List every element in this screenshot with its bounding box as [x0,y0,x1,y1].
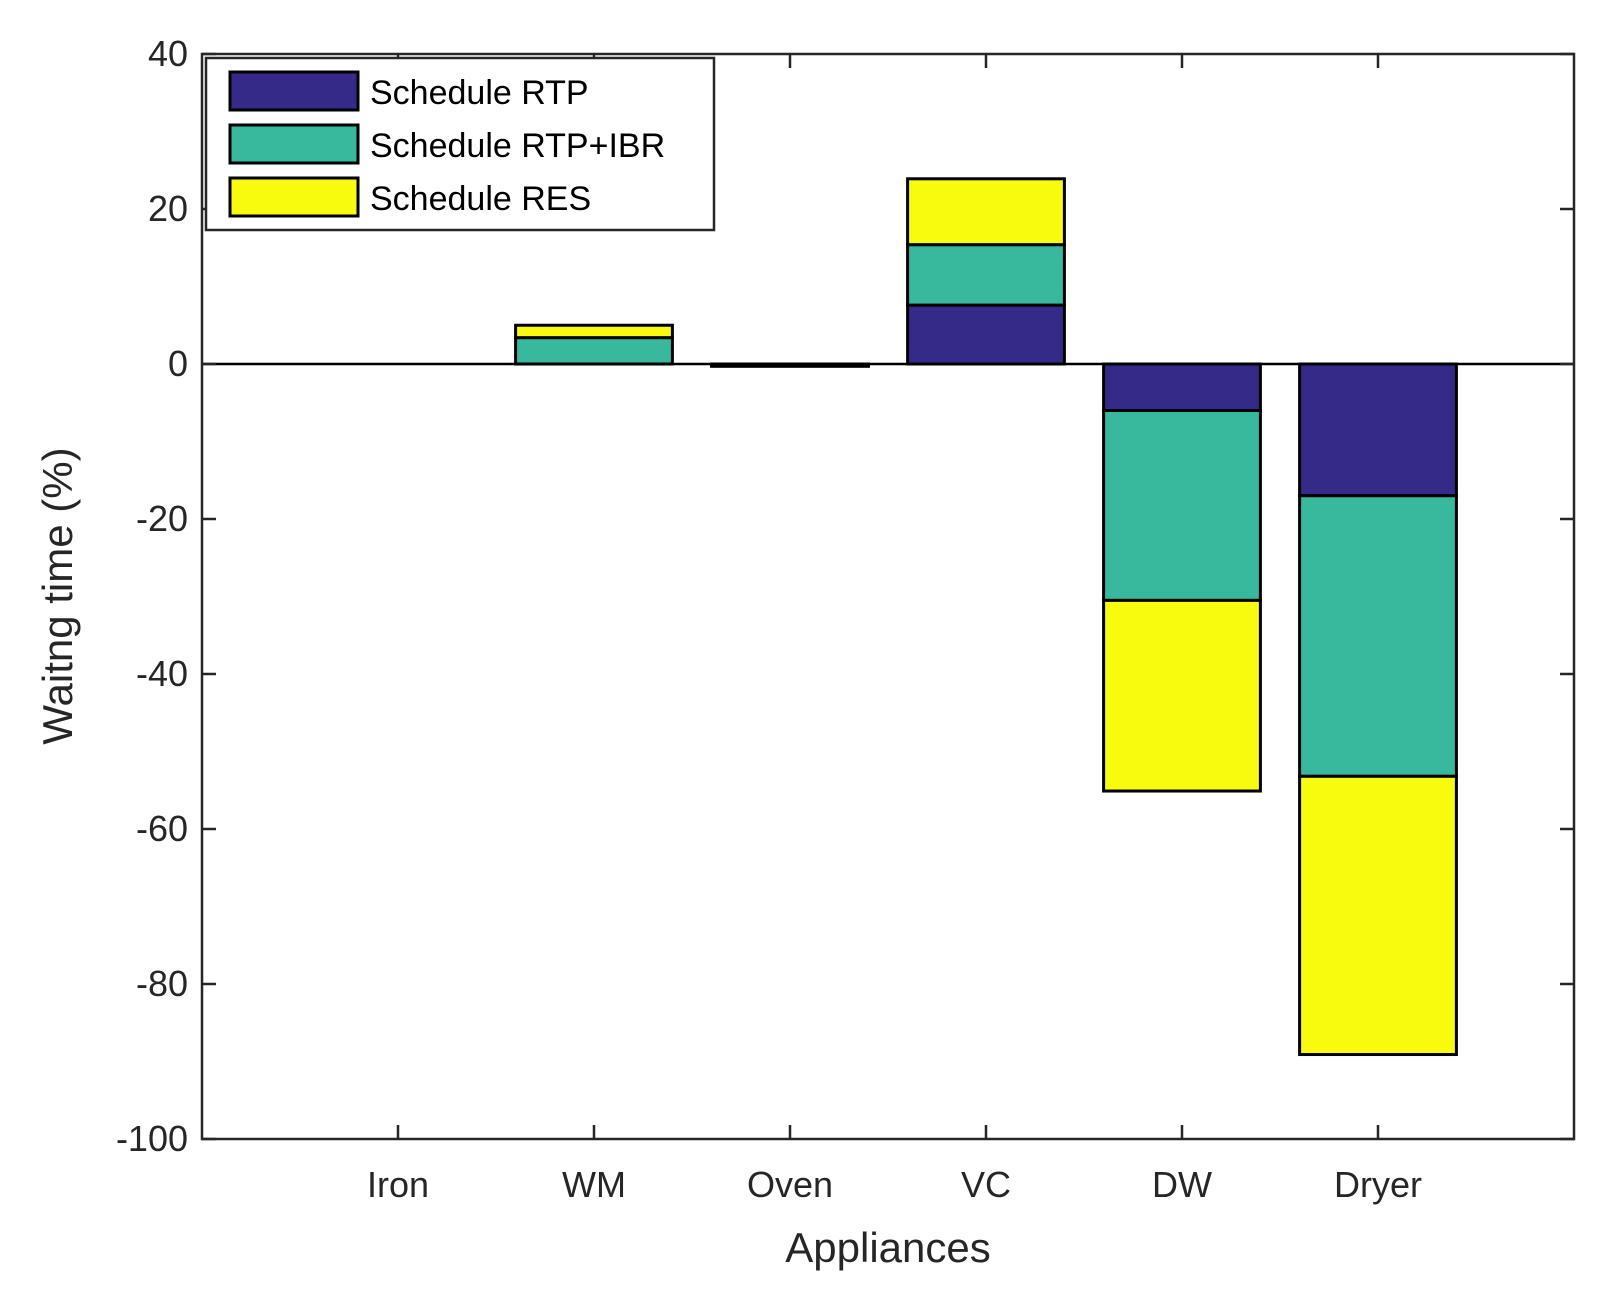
y-axis-title: Waitng time (%) [34,447,81,744]
y-tick-label: -40 [136,653,188,694]
y-tick-label: -60 [136,808,188,849]
y-tick-label: -20 [136,498,188,539]
x-tick-label-dw: DW [1152,1164,1212,1205]
bar-vc-series-1 [906,303,1066,366]
bar-group [514,177,1458,1057]
bar-dw-series-3 [1102,598,1262,793]
x-axis: Iron WM Oven VC DW Dryer [367,54,1422,1205]
bar-vc-series-3 [906,177,1066,247]
x-tick-label-vc: VC [961,1164,1011,1205]
x-tick-label-iron: Iron [367,1164,429,1205]
bar-vc-series-2 [906,243,1066,307]
bar-dw-series-2 [1102,409,1262,602]
legend: Schedule RTP Schedule RTP+IBR Schedule RES [204,56,716,232]
legend-label-2: Schedule RTP+IBR [370,127,665,165]
y-tick-label: -100 [116,1118,188,1159]
bar-dw-series-1 [1102,362,1262,412]
y-axis: 40 20 0 -20 -40 -60 -80 -100 [116,33,1574,1159]
bar-oven-series-3 [710,364,870,368]
bar-wm-series-2 [514,336,674,366]
bar-wm-series-3 [514,323,674,340]
y-tick-label: -80 [136,963,188,1004]
legend-swatch-1 [228,70,360,112]
bar-dryer-series-1 [1298,362,1458,498]
x-tick-label-oven: Oven [747,1164,833,1205]
y-tick-label: 0 [168,343,188,384]
x-tick-label-dryer: Dryer [1334,1164,1422,1205]
x-tick-label-wm: WM [562,1164,626,1205]
y-tick-label: 20 [148,188,188,229]
legend-label-1: Schedule RTP [370,74,589,112]
y-tick-label: 40 [148,33,188,74]
bar-dryer-series-3 [1298,774,1458,1057]
legend-label-3: Schedule RES [370,180,591,218]
x-axis-title: Appliances [785,1224,990,1271]
bar-dryer-series-2 [1298,494,1458,778]
legend-swatch-3 [228,176,360,218]
plot-frame [200,52,1576,1141]
legend-swatch-2 [228,123,360,165]
